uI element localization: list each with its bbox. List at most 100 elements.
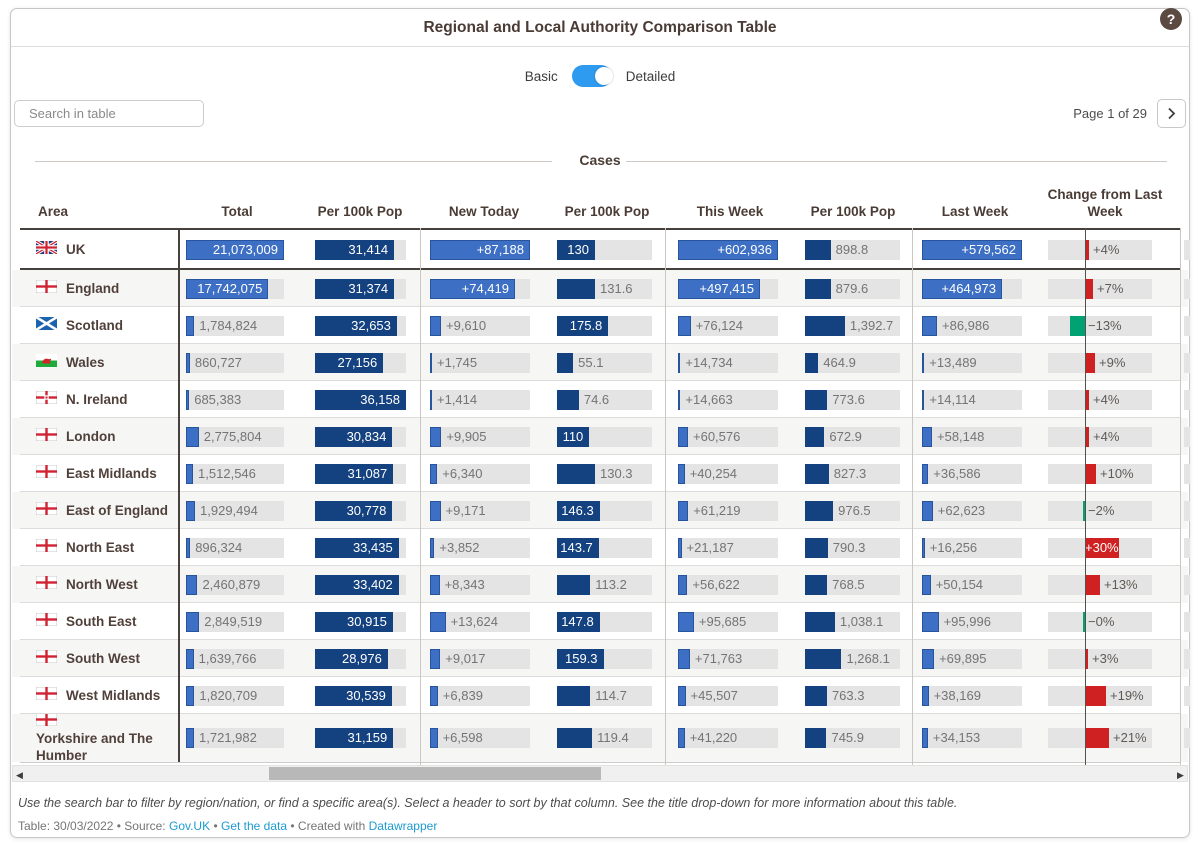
toggle-label-detailed[interactable]: Detailed (625, 68, 676, 84)
bar-cell: +464,973 (922, 278, 1022, 299)
bar-cell: +61,219 (678, 500, 778, 521)
change-bar-cell: −13% (1048, 315, 1152, 336)
count-bar (186, 611, 200, 632)
bar-value: +13,624 (450, 613, 498, 629)
column-header-this-week[interactable]: This Week (696, 204, 764, 219)
change-bar-cell: +4% (1048, 426, 1152, 447)
search-input[interactable] (29, 106, 205, 121)
bar-cell: +13,624 (430, 611, 530, 632)
bar-cell: +1,745 (430, 352, 530, 373)
count-bar (922, 685, 929, 706)
change-value: +13% (1104, 576, 1138, 592)
count-bar (186, 315, 195, 336)
bar-cell: 130.3 (557, 463, 652, 484)
bar-cell: +74,419 (430, 278, 530, 299)
count-bar (430, 315, 441, 336)
scrollbar-thumb[interactable] (269, 767, 601, 780)
rate-bar (805, 611, 835, 632)
column-header-new-today[interactable]: New Today (448, 204, 520, 219)
datawrapper-link[interactable]: Datawrapper (368, 819, 438, 833)
count-bar (430, 389, 432, 410)
bar-cell: 17,742,075 (186, 278, 284, 299)
count-bar (678, 500, 689, 521)
bar-value: 74.6 (583, 391, 610, 407)
rate-bar (805, 537, 828, 558)
get-data-link[interactable]: Get the data (220, 819, 288, 833)
rate-bar (557, 648, 604, 669)
toggle-label-basic[interactable]: Basic (524, 68, 558, 84)
bar-cell: +16,256 (922, 537, 1022, 558)
bar-cell: 36,158 (315, 389, 406, 410)
change-value: +4% (1093, 241, 1120, 257)
bar-value: +9,171 (445, 502, 486, 518)
bar-cell: +6,839 (430, 685, 530, 706)
bar-value: +8,343 (444, 576, 485, 592)
bar-value: +95,685 (698, 613, 747, 629)
bar-value: +87,188 (476, 241, 524, 257)
count-bar (186, 685, 195, 706)
bar-value: 879.6 (835, 280, 869, 296)
bar-value: +6,598 (442, 730, 483, 745)
area-cell: N. Ireland (35, 381, 178, 418)
column-header-per-100k-pop[interactable]: Per 100k Pop (810, 204, 896, 219)
column-header-change-from-last-week[interactable]: Change from Last Week (1047, 187, 1163, 219)
bar-value: 30,539 (346, 687, 386, 703)
area-label: West Midlands (66, 688, 161, 703)
divider-line-right (626, 161, 1167, 162)
bar-cell: +6,340 (430, 463, 530, 484)
count-bar (186, 463, 194, 484)
source-link[interactable]: Gov.UK (168, 819, 211, 833)
next-column-sliver (1184, 500, 1190, 521)
bar-value: 464.9 (823, 354, 856, 370)
column-header-per-100k-pop[interactable]: Per 100k Pop (317, 204, 403, 219)
bar-value: 131.6 (600, 280, 633, 296)
search-box[interactable] (14, 100, 205, 127)
column-header-area[interactable]: Area (38, 204, 69, 219)
bar-value: +45,507 (690, 687, 738, 703)
bar-cell: +3,852 (430, 537, 530, 558)
nireland-flag-icon (35, 390, 58, 408)
bar-value: +40,254 (689, 465, 738, 481)
next-page-button[interactable] (1157, 99, 1186, 128)
bar-value: 31,087 (347, 465, 388, 481)
column-header-last-week[interactable]: Last Week (941, 204, 1009, 219)
bar-value: +13,489 (929, 354, 977, 370)
rate-bar (557, 685, 591, 706)
change-value: −0% (1088, 613, 1115, 629)
uk-flag-icon (35, 239, 58, 258)
area-cell: South East (35, 603, 178, 640)
basic-detailed-toggle[interactable] (571, 65, 613, 87)
count-bar (186, 352, 190, 373)
horizontal-scrollbar[interactable] (12, 765, 1188, 782)
bar-cell: 2,460,879 (186, 574, 284, 595)
bar-cell: +34,153 (922, 728, 1022, 748)
bar-value: 976.5 (838, 502, 871, 518)
scroll-right-icon[interactable]: ▶ (1177, 770, 1184, 780)
help-icon[interactable]: ? (1160, 8, 1182, 30)
rate-bar (557, 463, 595, 484)
count-bar (678, 611, 694, 632)
increase-bar (1085, 278, 1093, 299)
bar-value: 30,834 (346, 428, 387, 444)
increase-bar (1085, 537, 1119, 558)
bar-cell: 898.8 (805, 239, 900, 260)
footer-note: Use the search bar to filter by region/n… (18, 796, 958, 810)
bar-value: 2,460,879 (202, 576, 261, 592)
change-value: +9% (1099, 354, 1126, 370)
column-header-total[interactable]: Total (221, 204, 253, 219)
increase-bar (1085, 728, 1109, 748)
column-header-per-100k-pop[interactable]: Per 100k Pop (564, 204, 650, 219)
bar-cell: +38,169 (922, 685, 1022, 706)
bar-value: 30,915 (347, 613, 387, 629)
bar-cell: +6,598 (430, 728, 530, 748)
bar-value: 17,742,075 (197, 280, 263, 296)
rate-bar (805, 685, 827, 706)
rate-bar (557, 389, 579, 410)
bar-value: 768.5 (832, 576, 865, 592)
bar-value: +60,576 (693, 428, 741, 444)
scroll-left-icon[interactable]: ◀ (16, 770, 23, 780)
bar-value: 31,159 (347, 730, 388, 745)
increase-bar (1085, 389, 1089, 410)
rate-bar (315, 426, 393, 447)
